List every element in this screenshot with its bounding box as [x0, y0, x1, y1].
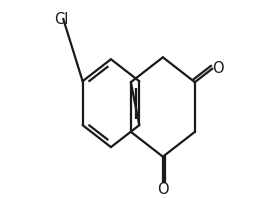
Text: O: O [212, 61, 224, 76]
Text: O: O [157, 182, 169, 197]
Text: Cl: Cl [54, 12, 68, 27]
